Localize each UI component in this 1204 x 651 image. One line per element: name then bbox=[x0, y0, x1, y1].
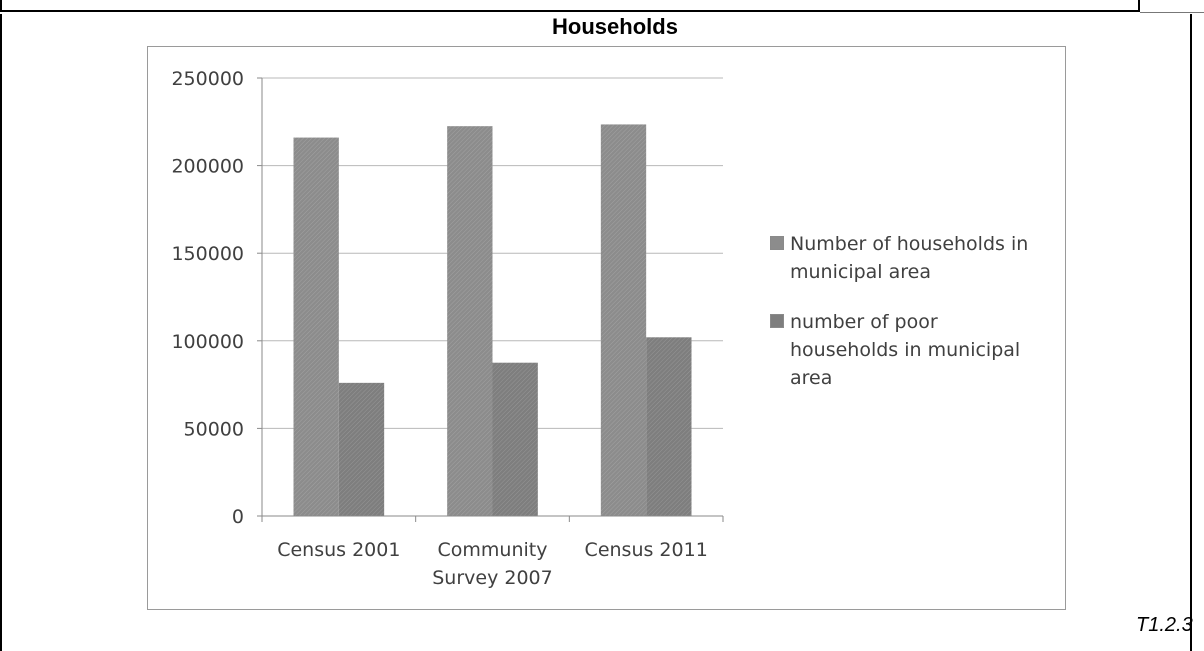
x-tick-label-1-line2: Survey 2007 bbox=[432, 567, 553, 589]
legend-item-households: Number of households in municipal area bbox=[770, 230, 1060, 286]
legend-item-poor-households: number of poor households in municipal a… bbox=[770, 308, 1060, 392]
legend-label-households-line2: municipal area bbox=[790, 261, 931, 283]
bar-series1-2 bbox=[600, 124, 647, 516]
y-tick-label-150000: 150000 bbox=[171, 243, 244, 265]
y-tick-label-50000: 50000 bbox=[184, 418, 244, 440]
bar-series2-2 bbox=[646, 337, 692, 516]
y-tick-label-200000: 200000 bbox=[171, 156, 244, 178]
bar-series1-1 bbox=[447, 126, 493, 517]
x-tick-labels: Census 2001 Community Survey 2007 Census 20… bbox=[277, 539, 708, 589]
x-tick-label-1-line1: Community bbox=[438, 539, 548, 561]
legend-label-households: Number of households in municipal area bbox=[790, 230, 1028, 286]
y-tick-labels: 0 50000 100000 150000 200000 250000 bbox=[171, 68, 244, 528]
x-tick-label-0-line1: Census 2001 bbox=[277, 539, 400, 561]
y-tick-label-0: 0 bbox=[232, 506, 244, 528]
legend: Number of households in municipal area n… bbox=[770, 230, 1060, 414]
legend-label-poor-line2: households in municipal bbox=[790, 339, 1021, 361]
bars bbox=[293, 124, 692, 517]
legend-label-poor-line1: number of poor bbox=[790, 311, 938, 333]
y-tick-label-100000: 100000 bbox=[171, 331, 244, 353]
bar-series1-0 bbox=[293, 137, 339, 516]
legend-label-poor-line3: area bbox=[790, 367, 833, 389]
bar-series2-1 bbox=[492, 362, 538, 516]
axes bbox=[257, 77, 724, 522]
table-reference-label: T1.2.3 bbox=[1136, 614, 1193, 636]
y-tick-label-250000: 250000 bbox=[171, 68, 244, 90]
right-divider-line bbox=[1140, 0, 1204, 13]
legend-swatch-households bbox=[770, 236, 784, 250]
top-frame-border bbox=[0, 0, 1140, 12]
chart-title: Households bbox=[552, 14, 678, 39]
legend-label-households-line1: Number of households in bbox=[790, 233, 1029, 255]
bar-series2-0 bbox=[338, 382, 385, 516]
legend-swatch-poor-households bbox=[770, 314, 784, 328]
x-tick-label-2-line1: Census 2011 bbox=[585, 539, 708, 561]
page-frame bbox=[0, 14, 1192, 651]
legend-label-poor-households: number of poor households in municipal a… bbox=[790, 308, 1020, 392]
